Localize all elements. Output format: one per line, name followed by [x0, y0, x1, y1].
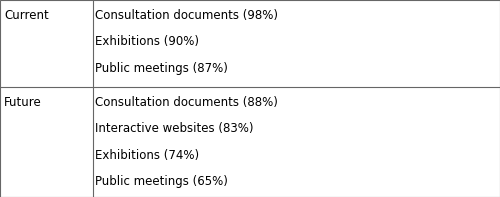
Text: Exhibitions (90%): Exhibitions (90%) [95, 35, 199, 48]
Text: Interactive websites (83%): Interactive websites (83%) [95, 122, 254, 135]
Text: Consultation documents (88%): Consultation documents (88%) [95, 96, 278, 109]
Text: Public meetings (65%): Public meetings (65%) [95, 175, 228, 188]
Text: Public meetings (87%): Public meetings (87%) [95, 62, 228, 75]
Text: Current: Current [4, 9, 49, 22]
Text: Consultation documents (98%): Consultation documents (98%) [95, 9, 278, 22]
Text: Exhibitions (74%): Exhibitions (74%) [95, 149, 199, 162]
Text: Future: Future [4, 96, 42, 109]
